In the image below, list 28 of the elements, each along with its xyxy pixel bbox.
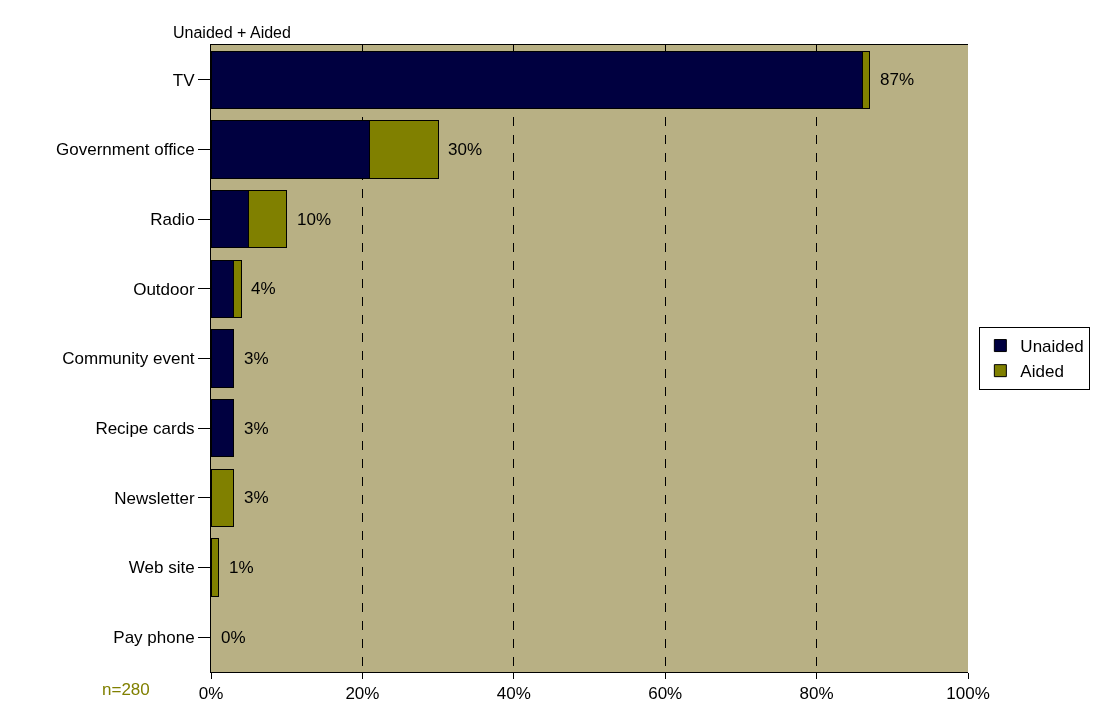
y-tick-label: Web site <box>128 558 195 578</box>
y-tick-label: Pay phone <box>113 628 195 648</box>
y-tick-label: Recipe cards <box>95 419 195 439</box>
text: n=280 <box>102 680 150 699</box>
y-tick-label: Newsletter <box>114 488 195 508</box>
total-label: 0% <box>221 628 246 647</box>
x-tick-label: 0% <box>198 684 224 704</box>
y-tick-label: TV <box>172 70 196 90</box>
legend-label: Aided <box>1020 362 1064 382</box>
y-tick-label: Radio <box>150 210 195 230</box>
total-label: 4% <box>251 279 276 298</box>
total-label: 3% <box>244 419 269 438</box>
y-tick-label: Outdoor <box>133 279 195 299</box>
x-tick-label: 80% <box>799 684 834 704</box>
total-label: 3% <box>244 488 269 507</box>
total-label: 87% <box>880 70 915 89</box>
x-tick-label: 60% <box>648 684 683 704</box>
chart-subtitle: Unaided + Aided <box>173 24 291 41</box>
y-tick-label: Government office <box>56 140 195 160</box>
x-tick-label: 100% <box>946 684 990 704</box>
total-label: 30% <box>448 140 483 159</box>
legend-label: Unaided <box>1020 337 1084 357</box>
x-tick-label: 20% <box>345 684 380 704</box>
total-label: 3% <box>244 349 269 368</box>
x-tick-label: 40% <box>496 684 531 704</box>
total-label: 10% <box>297 210 332 229</box>
total-label: 1% <box>229 558 254 577</box>
y-tick-label: Community event <box>62 349 195 369</box>
